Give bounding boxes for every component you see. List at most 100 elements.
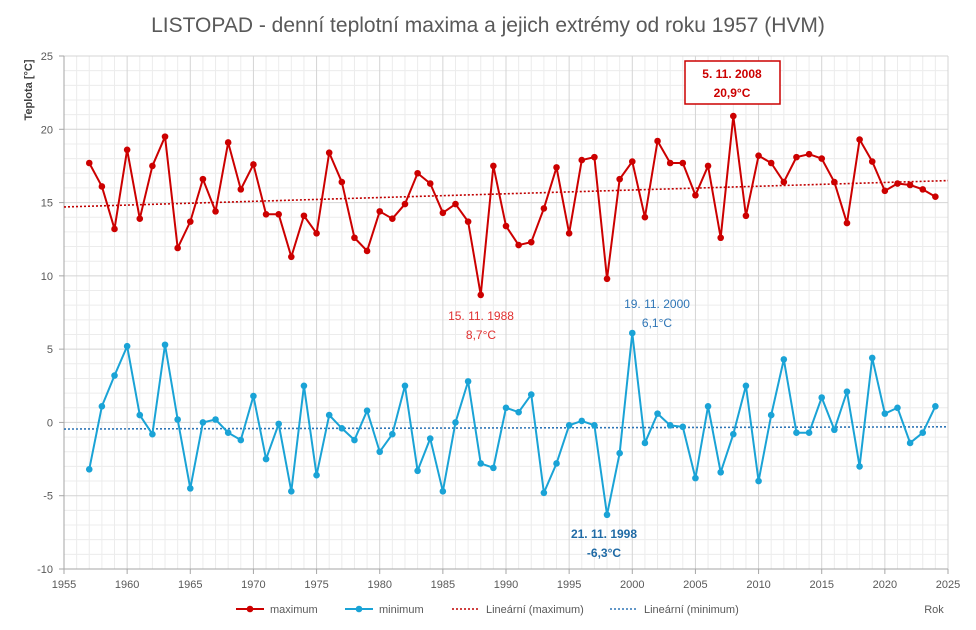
tick-labels: 1955 1960 1965 1970 1975 1980 1985 1990 1995 2000… <box>37 51 960 591</box>
data-point-maximum <box>565 230 573 237</box>
data-point-maximum <box>603 275 611 283</box>
x-tick-label: 1965 <box>178 579 202 591</box>
data-point-minimum <box>730 430 737 438</box>
data-point-maximum <box>389 215 396 222</box>
data-point-maximum <box>300 212 308 220</box>
data-point-maximum <box>742 212 750 220</box>
data-point-maximum <box>439 209 447 217</box>
legend-label: Lineární (maximum) <box>486 604 584 616</box>
data-point-maximum <box>401 200 409 208</box>
data-point-minimum <box>616 449 623 457</box>
data-point-maximum <box>578 156 586 164</box>
data-point-maximum <box>123 146 131 154</box>
data-point-maximum <box>704 162 712 170</box>
x-tick-label: 1995 <box>557 579 581 591</box>
data-point-maximum <box>932 193 939 201</box>
legend-label: maximum <box>270 604 318 616</box>
trend-lines <box>63 179 949 430</box>
x-tick-label: 1980 <box>367 579 391 591</box>
y-tick-label: -10 <box>37 564 53 576</box>
data-point-minimum <box>161 341 169 349</box>
data-point-maximum <box>805 150 813 158</box>
data-point-maximum <box>616 175 623 183</box>
data-point-minimum <box>628 329 636 337</box>
data-point-maximum <box>136 215 144 222</box>
data-point-minimum <box>540 489 548 497</box>
data-point-maximum <box>641 213 649 221</box>
data-point-minimum <box>906 439 914 447</box>
data-point-maximum <box>262 210 270 218</box>
y-tick-label: -5 <box>43 491 53 503</box>
data-point-minimum <box>679 423 687 431</box>
data-point-minimum <box>389 430 396 438</box>
data-point-maximum <box>717 234 724 242</box>
data-point-maximum <box>212 208 219 215</box>
data-point-minimum <box>123 342 131 350</box>
data-point-minimum <box>199 419 207 426</box>
annotation-value: -6,3°C <box>587 546 621 560</box>
data-point-minimum <box>452 419 459 426</box>
annotation-date: 21. 11. 1998 <box>571 527 637 541</box>
data-point-minimum <box>856 463 863 470</box>
chart-title: LISTOPAD - denní teplotní maxima a jejic… <box>151 14 825 37</box>
data-point-maximum <box>452 200 459 208</box>
x-tick-label: 2025 <box>936 579 960 591</box>
data-point-maximum <box>502 222 510 230</box>
data-point-maximum <box>351 234 358 242</box>
data-point-minimum <box>641 439 649 447</box>
legend-marker-maximum <box>246 605 254 613</box>
data-point-minimum <box>818 394 826 401</box>
data-point-minimum <box>98 403 106 410</box>
data-point-maximum <box>224 139 232 146</box>
data-point-minimum <box>300 382 308 390</box>
data-point-minimum <box>805 429 813 436</box>
data-point-maximum <box>780 178 788 186</box>
data-point-minimum <box>515 408 522 416</box>
x-tick-label: 2005 <box>683 579 707 591</box>
data-point-maximum <box>149 162 156 170</box>
data-point-minimum <box>149 430 156 438</box>
data-point-minimum <box>224 429 232 436</box>
trend-line-minimum <box>63 426 949 430</box>
x-tick-label: 2020 <box>873 579 897 591</box>
data-point-minimum <box>250 392 257 400</box>
data-point-minimum <box>275 420 282 428</box>
data-point-minimum <box>464 378 472 385</box>
data-point-maximum <box>464 218 472 225</box>
trend-line-maximum <box>63 179 949 208</box>
data-point-minimum <box>477 460 485 467</box>
x-tick-label: 1990 <box>494 579 518 591</box>
legend-marker-minimum <box>355 605 363 613</box>
data-point-maximum <box>881 187 889 195</box>
data-point-maximum <box>818 155 826 162</box>
data-point-maximum <box>98 183 106 190</box>
data-point-minimum <box>136 411 144 419</box>
data-point-minimum <box>439 488 447 495</box>
data-point-maximum <box>540 205 548 212</box>
data-point-maximum <box>679 159 687 167</box>
data-point-minimum <box>868 354 876 362</box>
data-point-maximum <box>363 247 371 255</box>
data-point-maximum <box>275 210 282 218</box>
data-point-maximum <box>654 137 661 145</box>
data-point-minimum <box>338 424 346 432</box>
data-point-maximum <box>313 230 320 237</box>
data-point-minimum <box>755 477 762 485</box>
annotation-box <box>684 60 781 105</box>
data-point-maximum <box>793 153 800 161</box>
data-point-minimum <box>932 403 939 410</box>
data-point-minimum <box>363 407 371 415</box>
x-tick-label: 1985 <box>431 579 455 591</box>
data-point-minimum <box>288 488 295 495</box>
data-point-maximum <box>161 133 169 140</box>
data-point-minimum <box>351 436 358 444</box>
data-point-maximum <box>186 218 194 225</box>
data-point-maximum <box>767 159 775 167</box>
x-tick-label: 1960 <box>115 579 139 591</box>
y-tick-label: 10 <box>41 271 53 283</box>
series-line-maximum <box>88 115 936 296</box>
data-point-maximum <box>919 186 927 193</box>
x-tick-label: 2000 <box>620 579 644 591</box>
data-point-maximum <box>199 175 207 183</box>
